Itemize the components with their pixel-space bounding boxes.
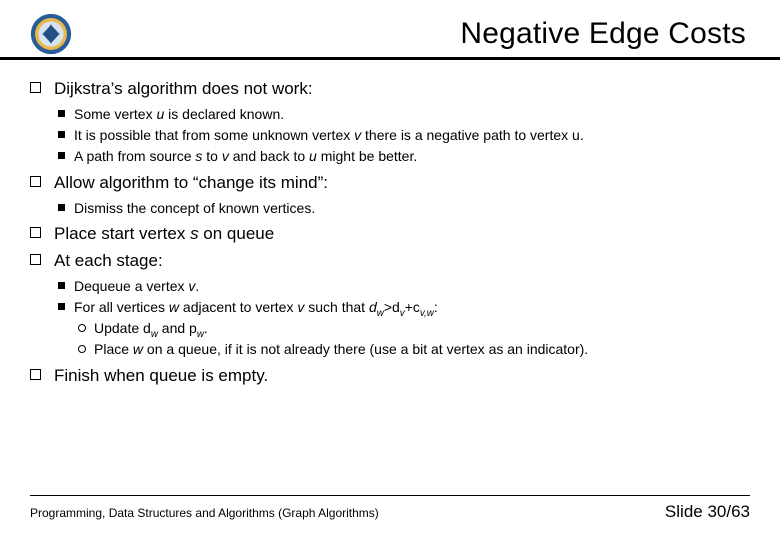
- bullet-place-start: Place start vertex s on queue: [30, 223, 750, 246]
- text: At each stage:: [54, 251, 163, 270]
- sub-bullet: Some vertex u is declared known.: [54, 105, 750, 124]
- text: Allow algorithm to “change its mind”:: [54, 173, 328, 192]
- sub-bullet: For all vertices w adjacent to vertex v …: [54, 298, 750, 359]
- footer-course: Programming, Data Structures and Algorit…: [30, 506, 379, 520]
- sub-sub-bullet: Place w on a queue, if it is not already…: [74, 340, 750, 359]
- text: Dijkstra’s algorithm does not work:: [54, 79, 313, 98]
- seal-icon: [30, 13, 72, 55]
- content: Dijkstra’s algorithm does not work: Some…: [0, 60, 780, 388]
- bullet-finish: Finish when queue is empty.: [30, 365, 750, 388]
- bullet-dijkstra: Dijkstra’s algorithm does not work: Some…: [30, 78, 750, 166]
- slide-title: Negative Edge Costs: [72, 17, 750, 51]
- sub-bullet: It is possible that from some unknown ve…: [54, 126, 750, 145]
- sub-sub-bullet: Update dw and pw.: [74, 319, 750, 338]
- bullet-allow: Allow algorithm to “change its mind”: Di…: [30, 172, 750, 218]
- footer: Programming, Data Structures and Algorit…: [30, 495, 750, 522]
- sub-bullet: Dismiss the concept of known vertices.: [54, 199, 750, 218]
- text: Finish when queue is empty.: [54, 366, 268, 385]
- bullet-each-stage: At each stage: Dequeue a vertex v. For a…: [30, 250, 750, 359]
- sub-bullet: Dequeue a vertex v.: [54, 277, 750, 296]
- sub-bullet: A path from source s to v and back to u …: [54, 147, 750, 166]
- slide: Negative Edge Costs Dijkstra’s algorithm…: [0, 0, 780, 540]
- header: Negative Edge Costs: [0, 0, 780, 60]
- footer-slide-number: Slide 30/63: [665, 502, 750, 522]
- text: Place start vertex s on queue: [54, 224, 274, 243]
